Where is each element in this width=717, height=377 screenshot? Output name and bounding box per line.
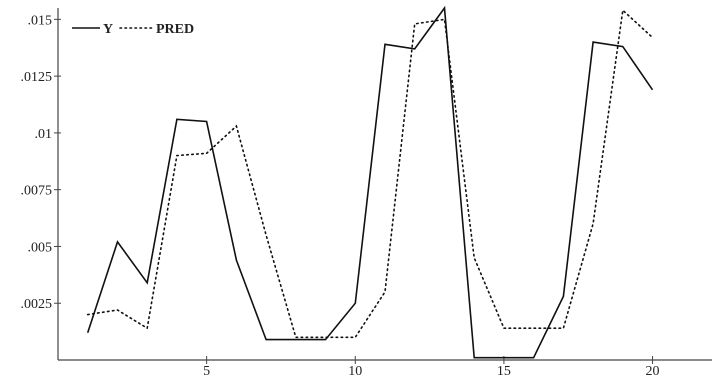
x-tick-label: 10 xyxy=(348,364,362,377)
x-tick-label: 15 xyxy=(497,364,511,377)
x-tick-label: 5 xyxy=(203,364,210,377)
y-tick-label: .0075 xyxy=(21,184,53,199)
legend-label-y: Y xyxy=(103,22,113,37)
legend-label-pred: PRED xyxy=(156,22,194,37)
axes: .0025 .005 .0075 .01 .0125 .015 5 10 15 20 xyxy=(21,8,712,377)
series-layer xyxy=(86,5,654,359)
legend: Y PRED xyxy=(72,22,194,37)
y-tick-label: .0025 xyxy=(21,297,53,312)
x-tick-label: 20 xyxy=(646,364,660,377)
y-tick-label: .005 xyxy=(28,240,53,255)
y-tick-label: .015 xyxy=(28,13,53,28)
y-tick-label: .01 xyxy=(35,127,53,142)
series-line-y xyxy=(86,5,654,359)
series-line-pred xyxy=(86,8,654,339)
y-tick-label: .0125 xyxy=(21,70,53,85)
